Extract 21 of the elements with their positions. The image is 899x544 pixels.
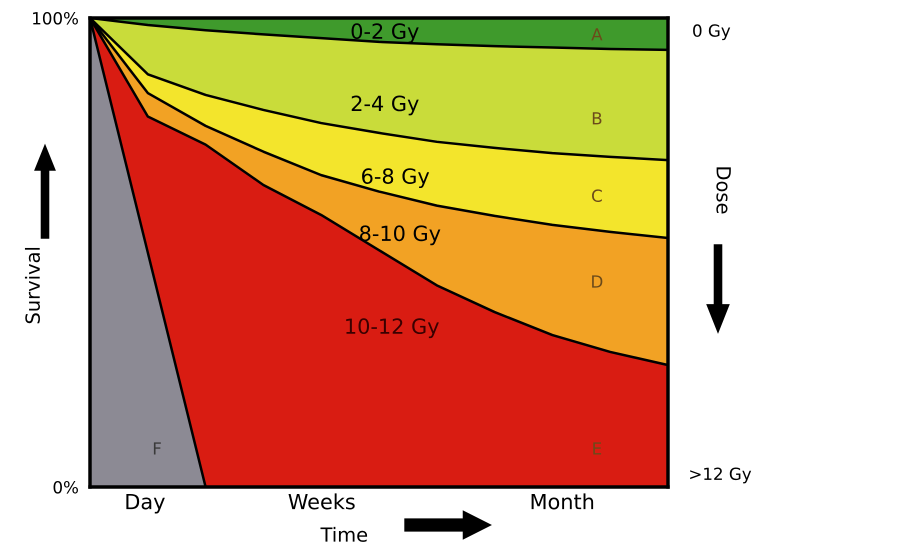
annotation: 6-8 Gy [362, 168, 430, 188]
x-axis-title: Time [320, 526, 368, 542]
y2-axis-title: Dose [716, 167, 731, 214]
text: 0 Gy [693, 24, 730, 40]
annotation: B [592, 112, 602, 124]
annotation: D [592, 275, 602, 288]
text: Day [126, 494, 165, 514]
y-axis-title: Survival [24, 248, 40, 324]
annotation: E [593, 442, 602, 455]
annotation: 10-12 Gy [346, 318, 439, 338]
y-tick-label: 100% [33, 12, 78, 25]
annotation: 2-4 Gy [352, 96, 419, 116]
text: Month [532, 493, 594, 510]
text: >12 Gy [690, 468, 752, 484]
annotation: 0-2 Gy [352, 23, 419, 44]
annotation: 8-10 Gy [360, 225, 440, 246]
y-tick-label: 0% [54, 480, 78, 494]
annotation: A [591, 28, 602, 40]
annotation: C [592, 189, 602, 202]
text: Weeks [288, 493, 355, 510]
annotation: F [154, 442, 161, 455]
